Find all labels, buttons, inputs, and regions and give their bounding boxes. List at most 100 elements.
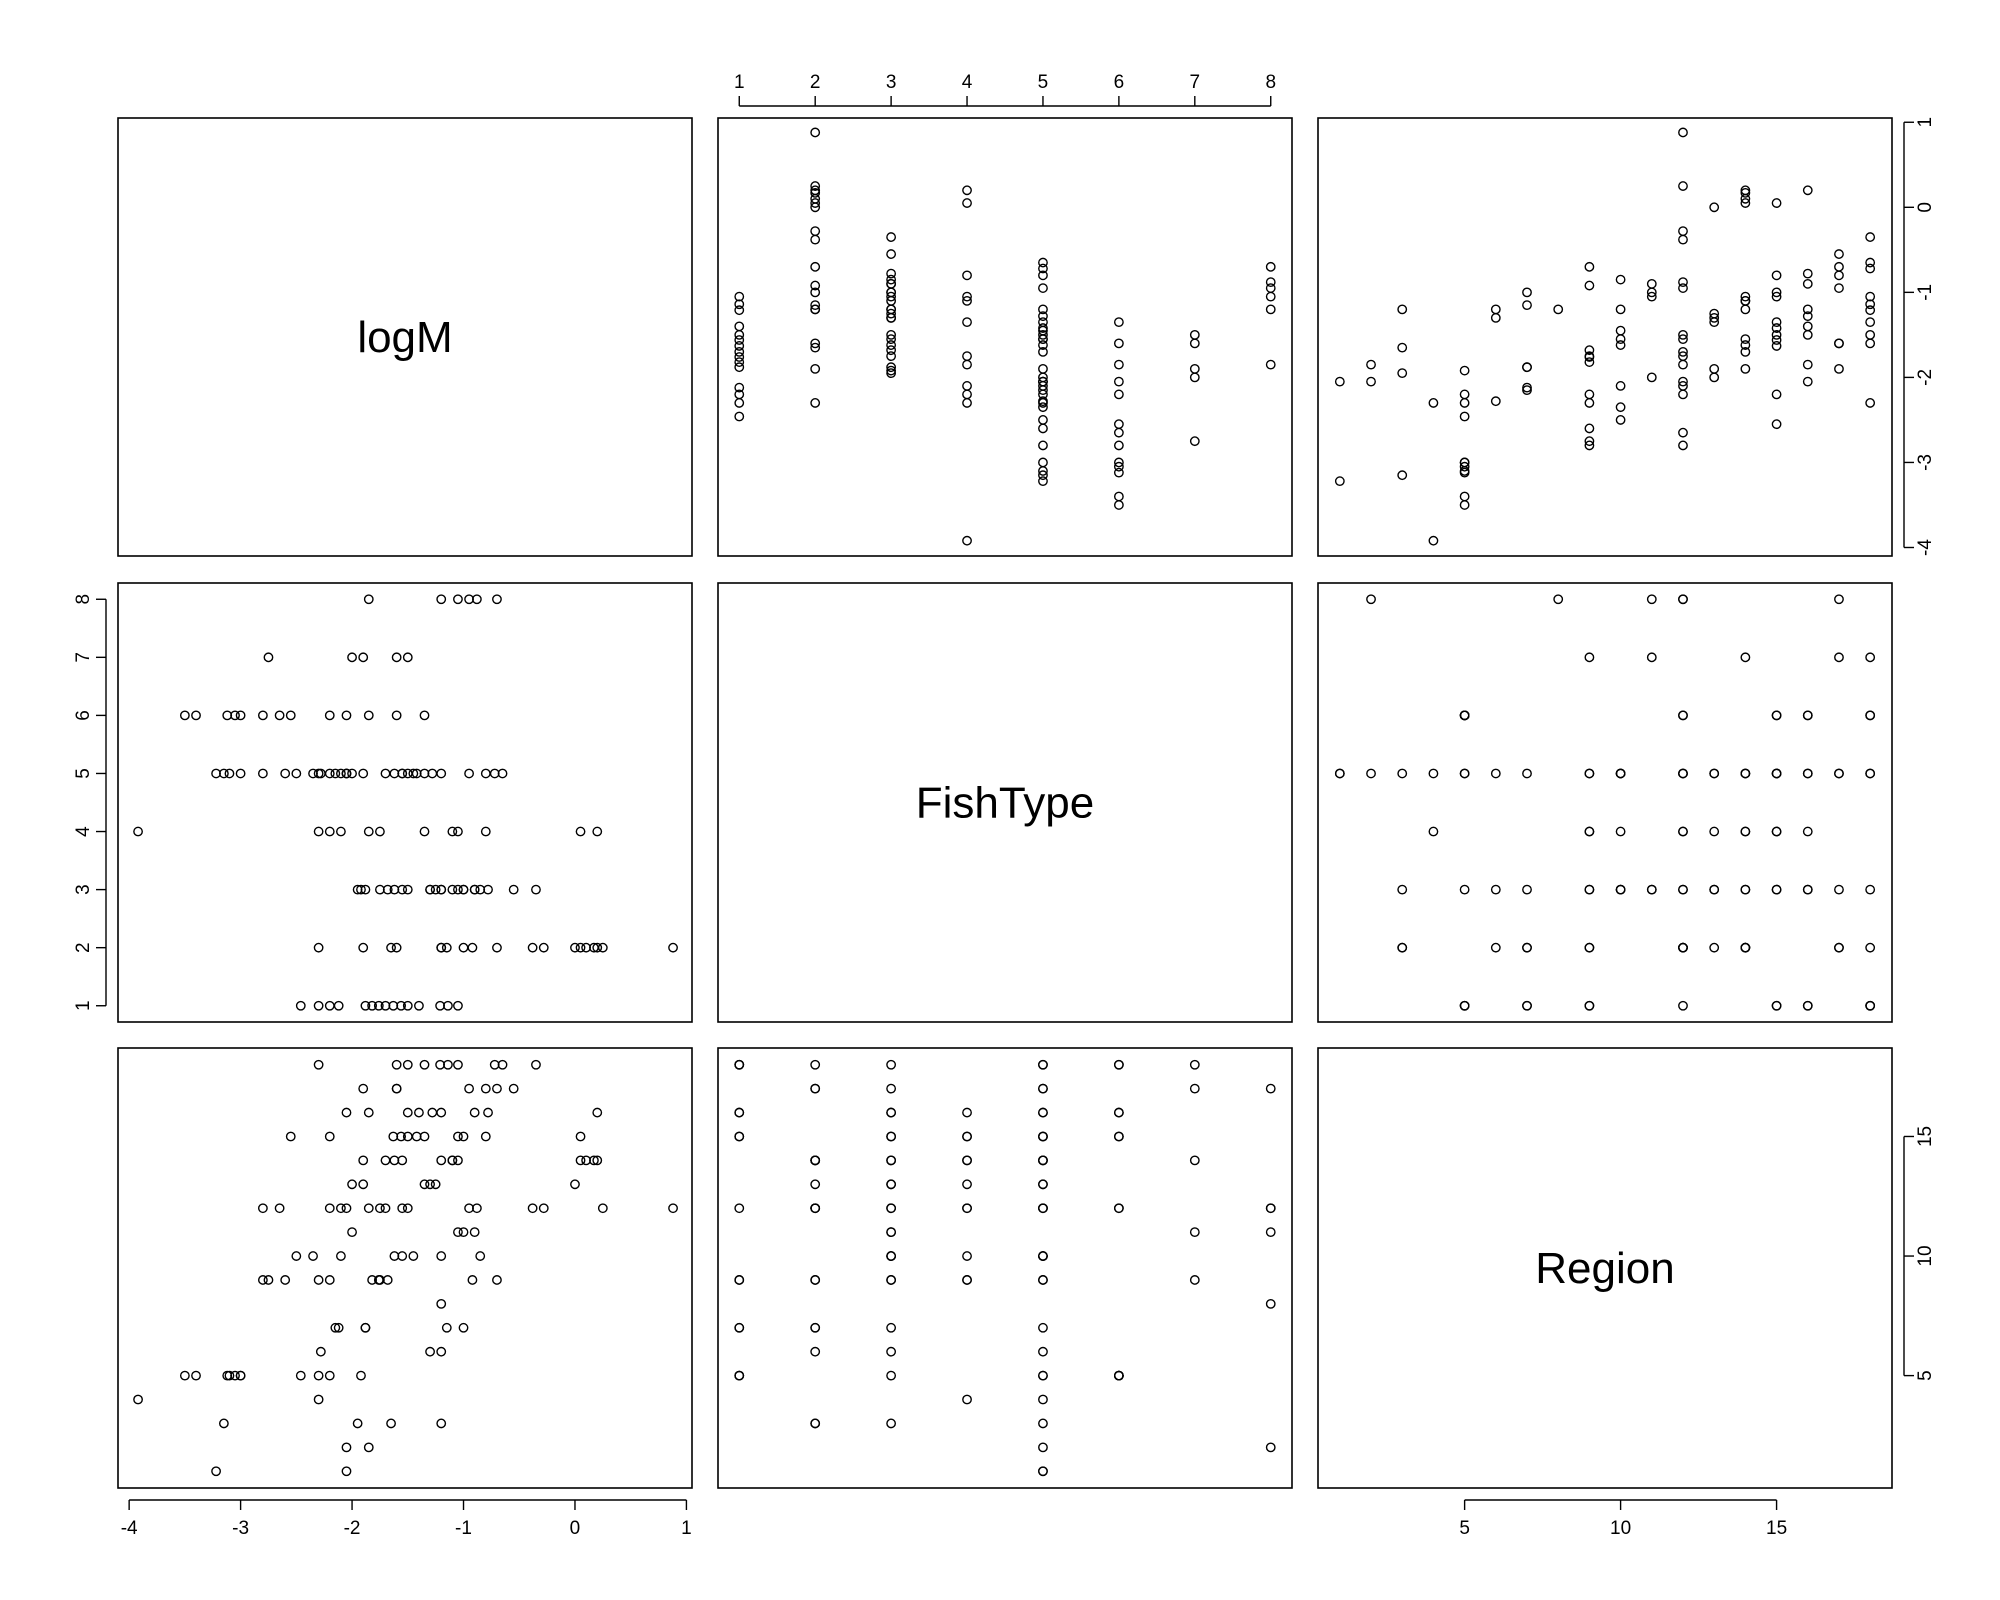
data-point-fishtype-vs-region [734, 1059, 745, 1070]
data-point-region-vs-fishtype [1584, 942, 1595, 953]
data-point-fishtype-vs-logm [962, 535, 972, 546]
data-point-logm-vs-fishtype [179, 710, 190, 721]
data-point-logm-vs-region [427, 1107, 438, 1118]
data-point-region-vs-logm [1709, 202, 1720, 213]
data-point-logm-vs-region [347, 1227, 357, 1238]
data-point-region-vs-logm [1834, 338, 1844, 349]
data-point-logm-vs-fishtype [191, 710, 201, 721]
panel-frame-r1-c1 [717, 582, 1293, 1023]
data-point-region-vs-fishtype [1522, 942, 1532, 953]
data-point-fishtype-vs-logm [886, 308, 897, 319]
tick-label-left-fishtype: 5 [73, 768, 94, 779]
data-point-logm-vs-region [425, 1179, 435, 1190]
data-point-fishtype-vs-logm [1265, 283, 1276, 293]
data-point-region-vs-logm [1709, 317, 1720, 328]
data-point-fishtype-vs-logm [734, 329, 745, 340]
data-point-region-vs-logm [1678, 226, 1688, 237]
data-point-fishtype-vs-logm [1038, 340, 1048, 350]
data-point-logm-vs-region [358, 1179, 369, 1190]
data-point-region-vs-logm [1366, 376, 1376, 387]
data-point-region-vs-logm [1740, 334, 1751, 345]
panel-frame-r2-c1 [717, 1047, 1293, 1489]
data-point-region-vs-logm [1802, 376, 1813, 387]
tick-label-bottom-logm: 1 [681, 1518, 692, 1539]
data-point-region-vs-logm [1584, 440, 1595, 451]
tick-label-right-region: 15 [1915, 1126, 1936, 1147]
data-point-fishtype-vs-logm [962, 351, 972, 362]
data-point-region-vs-logm [1740, 198, 1751, 208]
data-point-region-vs-logm [1865, 338, 1876, 349]
data-point-logm-vs-region [341, 1466, 352, 1477]
data-point-logm-vs-region [489, 1059, 500, 1070]
data-point-logm-vs-region [597, 1203, 608, 1214]
data-point-region-vs-fishtype [1834, 768, 1844, 779]
data-point-logm-vs-region [447, 1155, 458, 1166]
data-point-logm-vs-region [222, 1370, 233, 1381]
data-point-region-vs-fishtype [1834, 942, 1844, 953]
data-point-fishtype-vs-logm [734, 291, 745, 302]
data-point-fishtype-vs-region [734, 1275, 745, 1285]
data-point-logm-vs-region [179, 1370, 190, 1381]
data-point-fishtype-vs-logm [1113, 317, 1124, 328]
data-point-fishtype-vs-logm [1038, 476, 1048, 487]
data-point-logm-vs-region [453, 1131, 463, 1142]
tick-label-top-fishtype: 5 [1038, 72, 1049, 93]
data-point-region-vs-logm [1709, 312, 1720, 323]
data-point-logm-vs-fishtype [436, 594, 447, 605]
data-point-region-vs-fishtype [1334, 768, 1345, 779]
data-point-region-vs-logm [1584, 351, 1595, 362]
data-point-logm-vs-region [330, 1322, 341, 1333]
data-point-fishtype-vs-logm [1113, 440, 1124, 451]
data-point-logm-vs-region [211, 1466, 221, 1477]
data-point-logm-vs-region [581, 1155, 592, 1166]
data-point-fishtype-vs-region [1038, 1370, 1048, 1381]
diagonal-label-logm: logM [357, 313, 452, 362]
data-point-fishtype-vs-logm [1113, 419, 1124, 430]
data-point-fishtype-vs-region [1113, 1203, 1124, 1214]
data-point-logm-vs-fishtype [480, 826, 491, 837]
data-point-region-vs-logm [1678, 389, 1688, 400]
data-point-region-vs-logm [1553, 304, 1564, 315]
data-point-logm-vs-fishtype [347, 652, 357, 663]
data-point-region-vs-logm [1615, 325, 1626, 336]
data-point-region-vs-logm [1397, 470, 1408, 481]
data-point-logm-vs-region [592, 1107, 603, 1118]
data-point-region-vs-logm [1740, 187, 1751, 198]
data-point-fishtype-vs-region [1265, 1298, 1276, 1309]
data-point-logm-vs-region [263, 1275, 274, 1285]
data-point-fishtype-vs-logm [1113, 491, 1124, 502]
data-point-logm-vs-fishtype [419, 826, 430, 837]
data-point-logm-vs-fishtype [356, 884, 366, 895]
data-point-region-vs-fishtype [1709, 942, 1720, 953]
data-point-region-vs-logm [1802, 359, 1813, 370]
data-point-logm-vs-region [386, 1418, 396, 1429]
data-point-fishtype-vs-region [886, 1275, 897, 1285]
data-point-region-vs-logm [1802, 321, 1813, 332]
data-point-region-vs-logm [1428, 535, 1439, 546]
data-point-fishtype-vs-logm [810, 187, 821, 198]
data-point-fishtype-vs-region [810, 1059, 821, 1070]
data-point-region-vs-fishtype [1678, 884, 1688, 895]
data-point-logm-vs-fishtype [285, 710, 296, 721]
data-point-logm-vs-region [469, 1107, 480, 1118]
data-point-fishtype-vs-logm [1265, 291, 1276, 302]
tick-label-bottom-logm: -4 [121, 1518, 138, 1539]
data-point-logm-vs-fishtype [375, 826, 385, 837]
data-point-region-vs-logm [1584, 261, 1595, 272]
data-point-region-vs-logm [1646, 372, 1657, 383]
data-point-logm-vs-region [347, 1179, 357, 1190]
data-point-logm-vs-region [531, 1059, 541, 1070]
data-point-region-vs-logm [1834, 283, 1844, 293]
data-point-logm-vs-fishtype [408, 768, 419, 779]
data-point-fishtype-vs-region [962, 1251, 972, 1261]
data-point-region-vs-logm [1802, 278, 1813, 289]
data-point-logm-vs-region [402, 1059, 413, 1070]
data-point-region-vs-logm [1771, 198, 1782, 208]
data-point-logm-vs-fishtype [391, 652, 402, 663]
data-point-fishtype-vs-logm [734, 346, 745, 357]
data-point-fishtype-vs-region [962, 1394, 972, 1405]
data-point-region-vs-fishtype [1397, 768, 1408, 779]
data-point-logm-vs-region [363, 1107, 374, 1118]
data-point-logm-vs-fishtype [380, 768, 391, 779]
data-point-fishtype-vs-logm [886, 351, 897, 362]
